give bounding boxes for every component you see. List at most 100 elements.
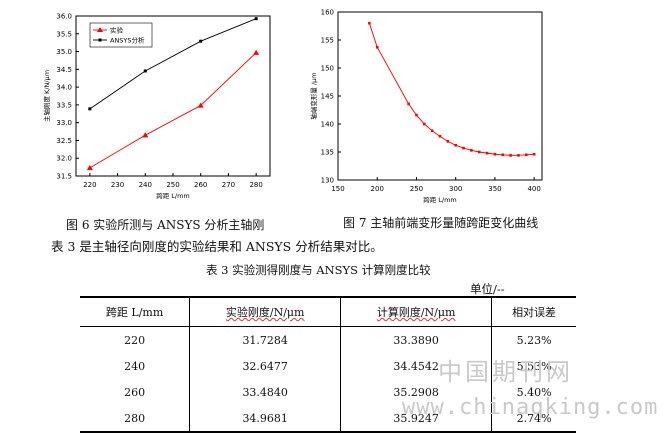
table-row: 220 31.7284 33.3890 5.23% [80, 326, 576, 353]
data-point-marker [446, 140, 450, 143]
x-tick-label: 350 [488, 185, 501, 193]
data-point-marker [375, 45, 379, 49]
header-calc-stiffness-label: 计算刚度/N/μm [376, 306, 456, 319]
header-exp-stiffness-label: 实验刚度/N/μm [225, 306, 305, 319]
data-point-marker [525, 153, 528, 157]
header-rel-error: 相对误差 [491, 296, 576, 327]
data-point-marker [477, 150, 481, 154]
data-point-marker [88, 107, 92, 111]
table-cell: 34.4542 [340, 353, 493, 379]
x-tick-label: 300 [449, 185, 462, 193]
y-tick-label: 145 [321, 93, 334, 101]
data-point-marker [253, 49, 260, 55]
table-unit: 单位/-- [470, 282, 505, 296]
data-point-marker [368, 21, 371, 25]
y-tick-label: 135 [321, 149, 334, 157]
y-tick-label: 32.5 [56, 137, 72, 145]
table-cell: 5.40% [516, 385, 552, 399]
data-point-marker [493, 152, 497, 156]
table-cell: 260 [80, 379, 191, 405]
legend-marker [98, 38, 102, 42]
x-tick-label: 260 [194, 181, 207, 189]
x-tick-label: 240 [139, 181, 152, 189]
body-paragraph: 表 3 是主轴径向刚度的实验结果和 ANSYS 分析结果对比。 [51, 239, 383, 254]
data-point-marker [142, 132, 149, 138]
header-exp-stiffness: 实验刚度/N/μm [189, 296, 342, 327]
data-point-marker [501, 153, 505, 157]
y-tick-label: 33.5 [56, 101, 72, 109]
y-tick-label: 150 [321, 65, 334, 73]
data-point-marker [254, 17, 258, 21]
table-cell: 33.4840 [189, 379, 342, 405]
table-cell: 33.3890 [340, 326, 493, 353]
data-point-marker [199, 39, 203, 43]
y-tick-label: 130 [321, 177, 334, 185]
x-tick-label: 400 [527, 185, 540, 193]
data-point-marker [143, 69, 147, 73]
x-tick-label: 270 [222, 181, 235, 189]
header-span: 跨距 L/mm [80, 296, 191, 327]
watermark-url: www.chinaqking.com [402, 395, 659, 420]
data-point-marker [509, 154, 512, 157]
x-axis-label: 跨距 L/mm [423, 195, 457, 204]
series-line [89, 18, 257, 110]
y-tick-label: 36.0 [56, 13, 72, 21]
y-tick-label: 35.5 [56, 30, 72, 38]
x-tick-label: 220 [83, 181, 96, 189]
data-point-marker [462, 146, 465, 150]
y-tick-label: 140 [321, 121, 334, 129]
x-tick-label: 250 [410, 185, 423, 193]
figure-6-caption: 图 6 实验所测与 ANSYS 分析主轴刚 [66, 218, 265, 232]
x-tick-label: 230 [111, 181, 124, 189]
data-point-marker [197, 102, 204, 108]
data-point-marker [454, 143, 457, 147]
x-tick-label: 200 [371, 185, 384, 193]
x-axis-label: 跨距 L/mm [156, 191, 190, 200]
table-title: 表 3 实验测得刚度与 ANSYS 计算刚度比较 [206, 263, 431, 277]
data-point-marker [407, 102, 410, 106]
data-point-marker [415, 113, 418, 117]
y-tick-label: 35.0 [56, 48, 72, 56]
legend-label: ANSYS分析 [110, 36, 145, 45]
table-cell: 35.2908 [340, 379, 493, 405]
data-point-marker [86, 164, 93, 171]
data-point-marker [438, 135, 442, 138]
table-cell: 32.6477 [189, 353, 342, 379]
table-cell: 5.53% [516, 359, 552, 373]
data-point-marker [430, 129, 434, 133]
table-header-row: 跨距 L/mm 实验刚度/N/μm 计算刚度/N/μm 相对误差 [80, 296, 576, 327]
series-line [368, 23, 535, 156]
data-point-marker [470, 149, 473, 152]
y-tick-label: 31.5 [56, 173, 72, 181]
table-row: 240 32.6477 34.4542 5.53% [80, 353, 576, 379]
y-tick-label: 34.5 [56, 66, 72, 74]
table-cell: 31.7284 [189, 326, 342, 353]
table-cell: 220 [80, 326, 191, 353]
table-cell: 34.9681 [189, 405, 342, 433]
data-point-marker [517, 154, 520, 157]
x-tick-label: 250 [166, 181, 179, 189]
data-point-marker [423, 122, 426, 126]
table-cell: 5.23% [516, 333, 552, 347]
data-point-marker [532, 152, 536, 156]
y-tick-label: 34.0 [56, 84, 72, 92]
data-point-marker [485, 151, 489, 155]
watermark-cn: 中国期刊网 [438, 358, 573, 386]
y-tick-label: 160 [321, 9, 334, 17]
x-tick-label: 150 [331, 185, 344, 193]
y-axis-label: 轴端变形量 /μm [309, 72, 318, 119]
figure-7-caption: 图 7 主轴前端变形量随跨距变化曲线 [343, 216, 539, 230]
legend-box [89, 22, 153, 48]
legend-label: 实验 [110, 26, 124, 35]
table-cell: 240 [80, 353, 191, 379]
header-calc-stiffness: 计算刚度/N/μm [340, 296, 493, 327]
x-tick-label: 280 [249, 181, 262, 189]
figure-6-chart: 220 230 240 250 260 270 280 31.5 32.0 32.5 33.0 33.… [42, 13, 271, 200]
figure-7-chart: 150 200 250 300 350 400 130 135 140 145 150 155 160 跨… [309, 9, 543, 204]
table-row: 260 33.4840 35.2908 5.40% [80, 379, 576, 405]
table-cell: 280 [80, 405, 191, 433]
y-tick-label: 32.0 [56, 155, 72, 163]
y-axis-label: 主轴刚度 K/N/μm [42, 70, 51, 122]
series-line [89, 52, 257, 169]
y-tick-label: 155 [321, 37, 334, 45]
